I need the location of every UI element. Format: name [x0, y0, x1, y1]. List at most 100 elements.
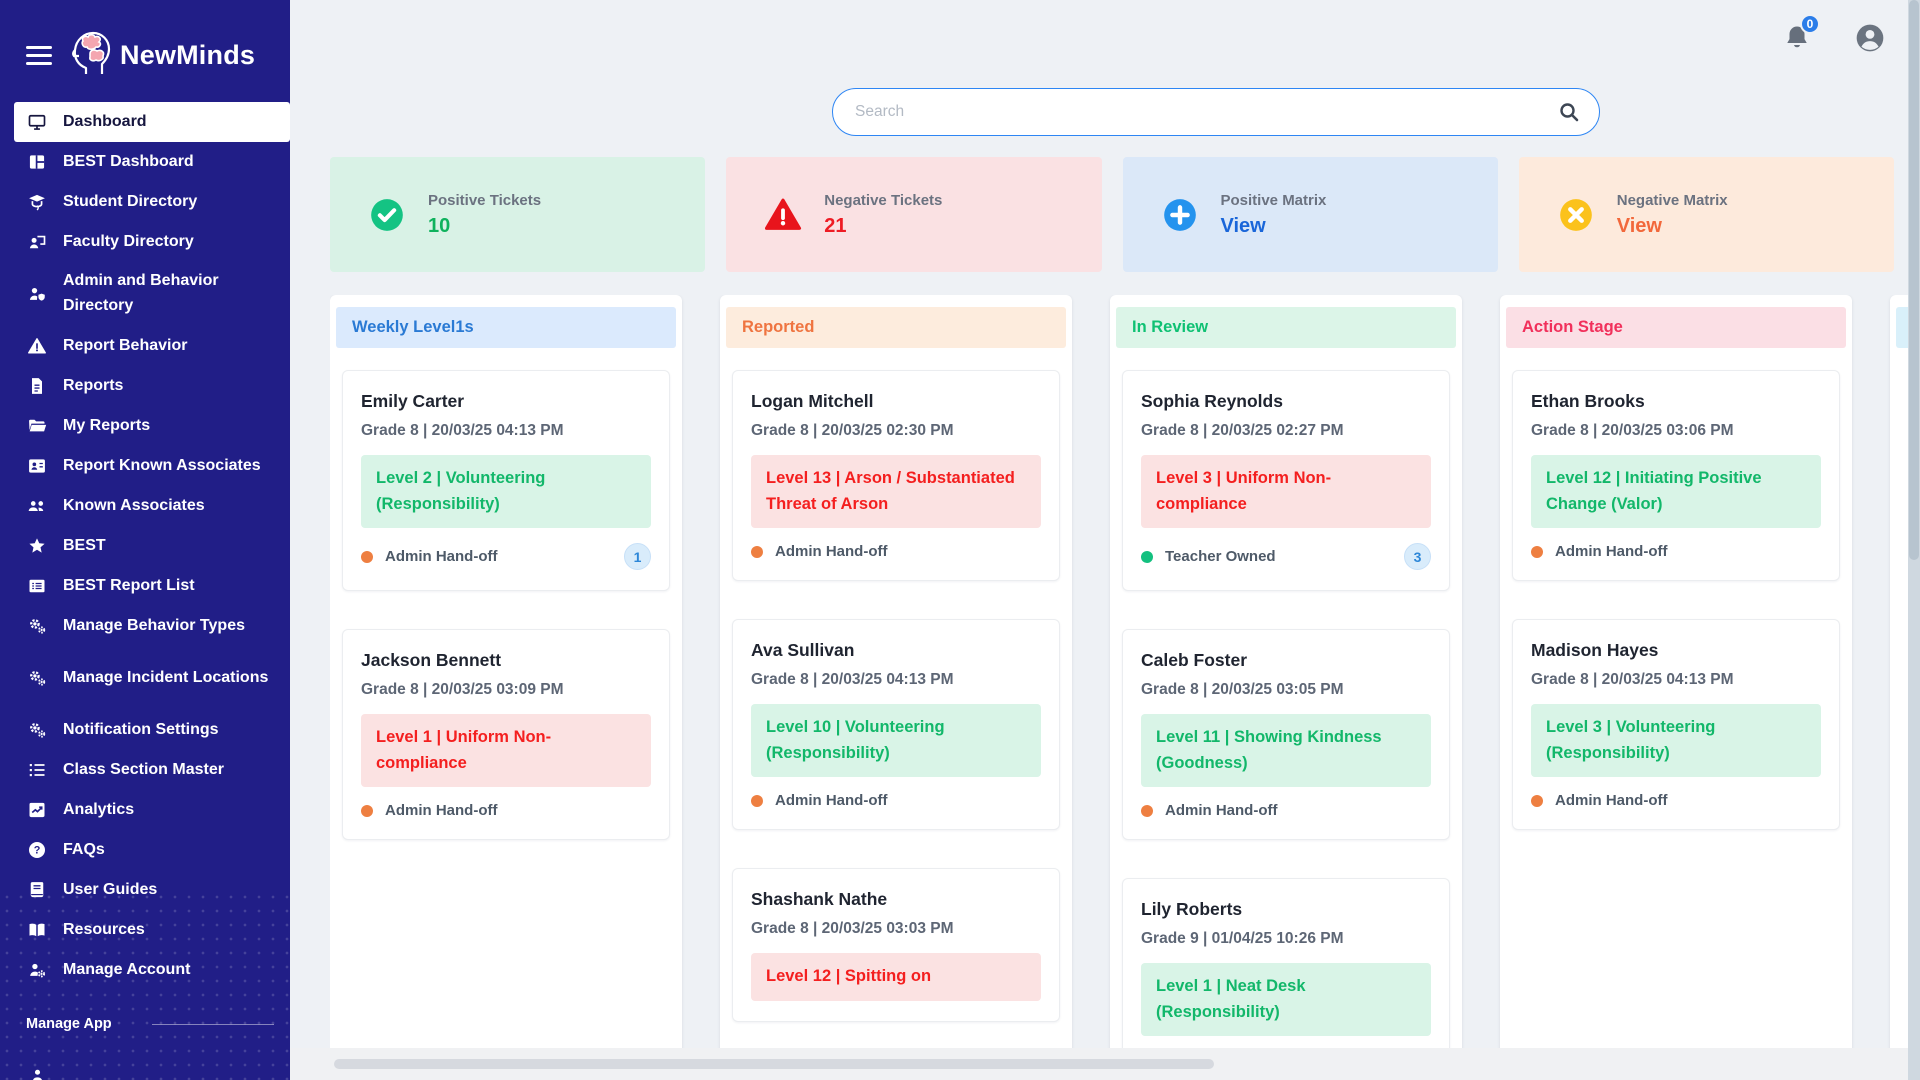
student-card[interactable]: Sophia Reynolds Grade 8 | 20/03/25 02:27… — [1122, 370, 1450, 592]
column-in-review: In Review Sophia Reynolds Grade 8 | 20/0… — [1110, 295, 1462, 1048]
sidebar-item-notification-settings[interactable]: Notification Settings — [0, 710, 290, 750]
search-input[interactable] — [855, 103, 1557, 121]
student-meta: Grade 8 | 20/03/25 02:27 PM — [1141, 422, 1344, 439]
owner-dot — [1141, 550, 1153, 563]
section-label: Manage App — [26, 1016, 112, 1032]
count-badge: 3 — [1404, 543, 1431, 571]
notification-count-badge: 0 — [1800, 14, 1820, 34]
student-card[interactable]: Shashank Nathe Grade 8 | 20/03/25 03:03 … — [732, 868, 1060, 1022]
student-name: Madison Hayes — [1531, 640, 1659, 661]
owner-label: Admin Hand-off — [775, 792, 888, 810]
sidebar-item-admin-behavior-directory[interactable]: Admin and Behavior Directory — [0, 262, 290, 326]
student-name: Logan Mitchell — [751, 391, 874, 411]
negative-tickets-card[interactable]: Negative Tickets 21 — [726, 157, 1102, 272]
sidebar-item-faculty-directory[interactable]: Faculty Directory — [0, 222, 290, 262]
stat-label: Negative Matrix — [1616, 191, 1728, 209]
sidebar-item-manage-behavior-types[interactable]: Manage Behavior Types — [0, 606, 290, 646]
student-meta: Grade 8 | 20/03/25 03:09 PM — [361, 681, 564, 699]
owner-dot — [361, 804, 373, 817]
monitor-icon — [26, 112, 48, 132]
stat-link[interactable]: View — [1616, 214, 1662, 237]
level-badge: Level 11 | Showing Kindness (Goodness) — [1141, 714, 1431, 788]
sidebar-item-class-section-master[interactable]: Class Section Master — [0, 750, 290, 790]
sidebar-item-manage-incident-locations[interactable]: Manage Incident Locations — [0, 646, 290, 710]
student-card[interactable]: Lily Roberts Grade 9 | 01/04/25 10:26 PM… — [1122, 878, 1450, 1048]
horizontal-scrollbar[interactable] — [290, 1048, 1908, 1080]
sidebar-item-resources[interactable]: Resources — [0, 910, 290, 950]
presenter-icon — [26, 232, 48, 252]
student-card[interactable]: Madison Hayes Grade 8 | 20/03/25 04:13 P… — [1512, 619, 1840, 831]
profile-button[interactable] — [1854, 22, 1886, 59]
owner-label: Admin Hand-off — [1555, 792, 1668, 810]
notifications-button[interactable]: 0 — [1782, 14, 1820, 58]
student-card[interactable]: Jackson Bennett Grade 8 | 20/03/25 03:09… — [342, 629, 670, 841]
student-card[interactable]: Caleb Foster Grade 8 | 20/03/25 03:05 PM… — [1122, 629, 1450, 841]
level-badge: Level 13 | Arson / Substantiated Threat … — [751, 455, 1041, 529]
horizontal-scrollbar-thumb[interactable] — [334, 1059, 1214, 1069]
level-badge: Level 12 | Spitting on — [751, 953, 1041, 1001]
student-card[interactable]: Logan Mitchell Grade 8 | 20/03/25 02:30 … — [732, 370, 1060, 582]
owner-dot — [751, 794, 763, 807]
menu-toggle-icon[interactable] — [26, 41, 52, 70]
check-circle-icon — [368, 196, 406, 234]
student-meta: Grade 9 | 01/04/25 10:26 PM — [1141, 930, 1344, 948]
topbar-actions: 0 — [1782, 14, 1886, 59]
warning-icon — [26, 336, 48, 356]
search-bar — [832, 88, 1600, 136]
student-meta: Grade 8 | 20/03/25 04:13 PM — [751, 671, 954, 689]
user-gear-icon — [26, 960, 48, 980]
stat-label: Negative Tickets — [824, 191, 943, 209]
contact-card-icon — [26, 456, 48, 476]
negative-matrix-card[interactable]: Negative Matrix View — [1518, 157, 1894, 272]
student-card[interactable]: Ava Sullivan Grade 8 | 20/03/25 04:13 PM… — [732, 619, 1060, 831]
student-name: Ethan Brooks — [1531, 391, 1645, 411]
open-book-icon — [26, 920, 48, 940]
stat-link[interactable]: View — [1220, 214, 1266, 237]
vertical-scrollbar[interactable] — [1908, 0, 1920, 1080]
sidebar-item-best-dashboard[interactable]: BEST Dashboard — [0, 142, 290, 182]
sidebar-item-user-guides[interactable]: User Guides — [0, 870, 290, 910]
search-icon[interactable] — [1557, 100, 1581, 124]
count-badge: 1 — [624, 543, 651, 571]
stat-label: Positive Matrix — [1220, 191, 1327, 209]
owner-label: Admin Hand-off — [1165, 802, 1278, 820]
avatar-icon — [1854, 24, 1886, 58]
column-header: Reported — [726, 307, 1066, 348]
sidebar-item-analytics[interactable]: Analytics — [0, 790, 290, 830]
sidebar-item-best-report-list[interactable]: BEST Report List — [0, 566, 290, 606]
student-card[interactable]: Emily Carter Grade 8 | 20/03/25 04:13 PM… — [342, 370, 670, 592]
brand[interactable]: NewMinds — [66, 28, 255, 83]
sidebar-item-report-known-associates[interactable]: Report Known Associates — [0, 446, 290, 486]
student-name: Caleb Foster — [1141, 650, 1247, 671]
user-icon — [30, 1069, 48, 1080]
vertical-scrollbar-thumb[interactable] — [1909, 0, 1919, 560]
student-name: Emily Carter — [361, 391, 465, 411]
people-icon — [26, 496, 48, 516]
svg-text:?: ? — [34, 845, 41, 857]
column-action-stage: Action Stage Ethan Brooks Grade 8 | 20/0… — [1500, 295, 1852, 1048]
sidebar-item-dashboard[interactable]: Dashboard — [14, 102, 290, 142]
sidebar-item-report-behavior[interactable]: Report Behavior — [0, 326, 290, 366]
student-card[interactable]: Ethan Brooks Grade 8 | 20/03/25 03:06 PM… — [1512, 370, 1840, 582]
positive-matrix-card[interactable]: Positive Matrix View — [1122, 157, 1498, 272]
plus-circle-icon — [1161, 196, 1199, 234]
student-name: Shashank Nathe — [751, 889, 888, 910]
owner-dot — [1531, 545, 1543, 558]
ordered-list-icon — [26, 760, 48, 780]
owner-label: Admin Hand-off — [385, 802, 498, 820]
sidebar-item-student-directory[interactable]: Student Directory — [0, 182, 290, 222]
level-badge: Level 2 | Volunteering (Responsibility) — [361, 455, 651, 529]
student-meta: Grade 8 | 20/03/25 03:03 PM — [751, 920, 954, 938]
positive-tickets-card[interactable]: Positive Tickets 10 — [330, 157, 706, 272]
sidebar-item-reports[interactable]: Reports — [0, 366, 290, 406]
sidebar-nav: Dashboard BEST Dashboard Student Directo… — [0, 102, 290, 990]
column-header: Weekly Level1s — [336, 307, 676, 348]
sidebar-item-my-reports[interactable]: My Reports — [0, 406, 290, 446]
sidebar-item-faqs[interactable]: ? FAQs — [0, 830, 290, 870]
sidebar-item-known-associates[interactable]: Known Associates — [0, 486, 290, 526]
sidebar-section-manage-app: Manage App — [26, 1016, 274, 1032]
sidebar-item-manage-account[interactable]: Manage Account — [0, 950, 290, 990]
sidebar-item-best[interactable]: BEST — [0, 526, 290, 566]
user-shield-icon — [26, 284, 48, 304]
column-reported: Reported Logan Mitchell Grade 8 | 20/03/… — [720, 295, 1072, 1048]
